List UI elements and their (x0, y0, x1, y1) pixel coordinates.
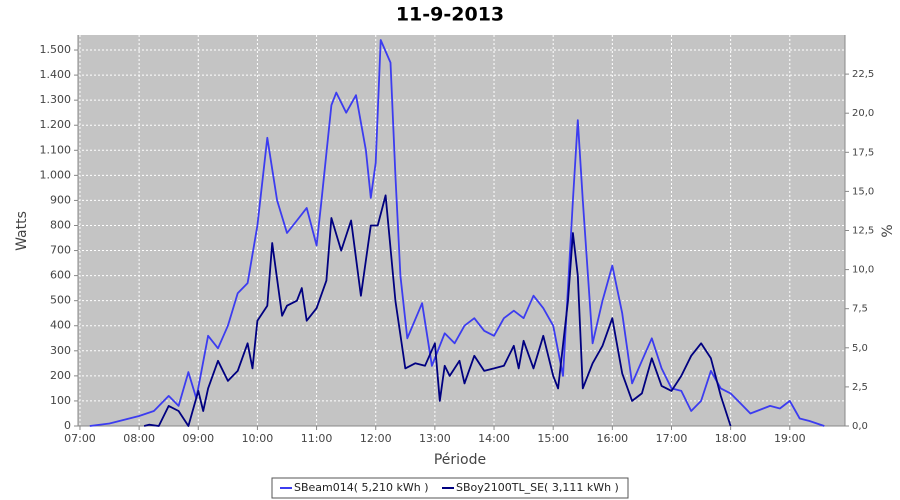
y-tick-label: 1.000 (40, 168, 72, 181)
y-tick-label: 400 (50, 319, 71, 332)
series-line (143, 194, 732, 427)
x-tick-label: 16:00 (596, 432, 628, 445)
x-tick-label: 17:00 (656, 432, 688, 445)
x-tick-label: 10:00 (242, 432, 274, 445)
grid (78, 35, 845, 427)
y-tick-label: 200 (50, 369, 71, 382)
y-tick-label: 1.200 (40, 118, 72, 131)
x-tick-label: 07:00 (64, 432, 96, 445)
chart-title: 11-9-2013 (396, 4, 504, 26)
x-tick-label: 09:00 (182, 432, 214, 445)
y-tick-label: 1.300 (40, 93, 72, 106)
y-tick-label: 0 (64, 419, 71, 432)
y2-tick-label: 5,0 (852, 343, 868, 354)
y2-tick-label: 2,5 (852, 382, 868, 393)
y2-tick-label: 10,0 (852, 265, 874, 276)
y2-tick-label: 15,0 (852, 186, 874, 197)
y-tick-label: 600 (50, 269, 71, 282)
legend-label: SBeam014( 5,210 kWh ) (294, 481, 429, 494)
x-tick-label: 12:00 (360, 432, 392, 445)
y-tick-label: 1.500 (40, 43, 72, 56)
y2-tick-label: 20,0 (852, 108, 874, 119)
y-tick-label: 100 (50, 394, 71, 407)
y-tick-label: 800 (50, 218, 71, 231)
y2-tick-label: 7,5 (852, 304, 868, 315)
x-tick-label: 11:00 (301, 432, 333, 445)
y2-tick-label: 0,0 (852, 421, 868, 432)
y-tick-label: 500 (50, 294, 71, 307)
y-axis-label: Watts (14, 211, 30, 251)
x-tick-label: 08:00 (123, 432, 155, 445)
y-tick-label: 700 (50, 244, 71, 257)
x-tick-label: 13:00 (419, 432, 451, 445)
y-tick-label: 1.400 (40, 68, 72, 81)
x-tick-label: 19:00 (774, 432, 806, 445)
y2-tick-label: 12,5 (852, 226, 874, 237)
plot-area (78, 35, 845, 426)
x-tick-label: 18:00 (715, 432, 747, 445)
legend-label: SBoy2100TL_SE( 3,111 kWh ) (456, 481, 619, 494)
x-axis-label: Période (434, 452, 486, 468)
y-tick-label: 900 (50, 193, 71, 206)
y-tick-label: 300 (50, 344, 71, 357)
y2-tick-label: 17,5 (852, 147, 874, 158)
x-tick-label: 14:00 (478, 432, 510, 445)
y2-tick-label: 22,5 (852, 69, 874, 80)
y2-axis-label: % (880, 224, 896, 237)
y-tick-label: 1.100 (40, 143, 72, 156)
series-line (89, 39, 825, 427)
x-tick-label: 15:00 (537, 432, 569, 445)
